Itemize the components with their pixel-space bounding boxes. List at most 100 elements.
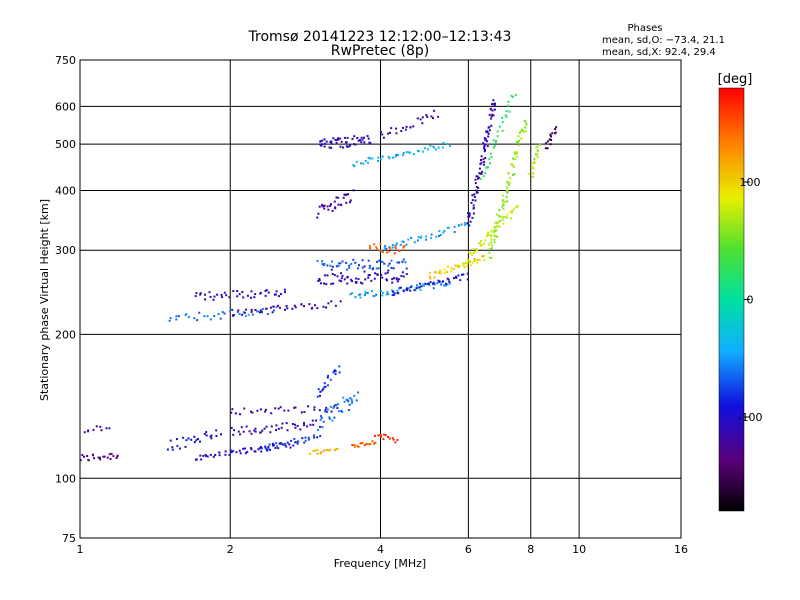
- y-tick-label: 200: [55, 328, 76, 341]
- data-point: [347, 409, 350, 412]
- data-point: [401, 271, 404, 274]
- data-point: [381, 155, 384, 158]
- data-point: [380, 130, 382, 133]
- data-point: [480, 173, 483, 175]
- data-point: [224, 450, 227, 453]
- data-point: [550, 135, 552, 138]
- data-point: [193, 317, 196, 320]
- data-point: [320, 451, 323, 453]
- data-point: [385, 247, 388, 250]
- data-point: [369, 157, 372, 160]
- data-point: [259, 292, 262, 295]
- data-point: [102, 455, 105, 458]
- colorbar-ticks: 100 0 -100: [738, 176, 763, 424]
- data-point: [355, 281, 358, 283]
- data-point: [471, 194, 474, 197]
- data-point: [264, 294, 267, 297]
- data-point: [318, 205, 321, 208]
- data-point: [484, 172, 487, 175]
- data-point: [513, 151, 516, 154]
- data-point: [332, 282, 335, 285]
- data-point: [265, 425, 268, 428]
- data-point: [285, 445, 288, 448]
- data-point: [555, 126, 558, 129]
- data-point: [490, 238, 493, 241]
- data-point: [433, 109, 436, 112]
- data-point: [473, 195, 476, 198]
- data-point: [498, 125, 501, 128]
- data-point: [549, 143, 552, 146]
- data-point: [171, 448, 174, 451]
- data-point: [196, 319, 199, 322]
- data-point: [283, 288, 286, 291]
- data-point: [493, 145, 496, 148]
- data-point: [275, 306, 278, 309]
- data-point: [475, 189, 478, 192]
- data-point: [536, 150, 539, 153]
- data-point: [391, 437, 394, 440]
- data-point: [335, 265, 338, 268]
- data-point: [413, 241, 416, 244]
- data-point: [468, 224, 471, 227]
- data-point: [330, 141, 333, 144]
- data-point: [488, 256, 491, 259]
- data-point: [392, 290, 395, 293]
- data-point: [319, 394, 321, 397]
- data-point: [327, 449, 330, 452]
- data-point: [482, 175, 485, 178]
- data-point: [447, 226, 450, 229]
- y-tick-label: 500: [55, 138, 76, 151]
- data-point: [254, 427, 257, 430]
- data-point: [427, 148, 429, 151]
- data-point: [460, 223, 463, 226]
- data-point: [416, 149, 419, 152]
- data-point: [362, 162, 365, 165]
- data-point: [518, 139, 521, 142]
- data-point: [391, 244, 394, 246]
- data-point: [453, 225, 456, 228]
- data-point: [110, 452, 113, 455]
- data-point: [395, 242, 398, 245]
- data-point: [391, 294, 394, 297]
- data-point: [251, 313, 254, 316]
- data-point: [493, 229, 496, 232]
- data-point: [402, 258, 405, 261]
- data-point: [462, 273, 465, 276]
- data-point: [213, 295, 216, 298]
- data-point: [425, 238, 428, 241]
- data-point: [511, 95, 514, 98]
- data-point: [312, 423, 315, 426]
- data-point: [524, 121, 527, 124]
- data-point: [365, 442, 368, 445]
- data-point: [439, 233, 442, 236]
- data-point: [330, 268, 333, 271]
- chart-title: Tromsø 20141223 12:12:00–12:13:43: [248, 29, 512, 45]
- data-point: [493, 238, 496, 241]
- data-point: [396, 153, 399, 156]
- data-point: [361, 282, 364, 285]
- data-point: [492, 114, 495, 117]
- data-point: [487, 166, 490, 169]
- data-point: [481, 255, 484, 258]
- data-point: [326, 410, 329, 413]
- data-point: [208, 291, 211, 294]
- data-point: [510, 211, 513, 214]
- data-point: [313, 436, 316, 439]
- data-point: [391, 281, 394, 284]
- data-point: [335, 447, 337, 450]
- data-point: [484, 149, 486, 151]
- data-point: [230, 451, 233, 454]
- data-point: [407, 151, 410, 154]
- data-point: [230, 426, 233, 429]
- data-point: [319, 425, 322, 428]
- data-point: [398, 278, 401, 281]
- data-point: [382, 433, 385, 436]
- data-point: [381, 276, 384, 279]
- data-point: [444, 284, 447, 287]
- data-point: [514, 158, 517, 161]
- data-point: [204, 454, 207, 456]
- data-point: [320, 416, 323, 419]
- data-point: [442, 231, 445, 234]
- data-point: [388, 157, 391, 160]
- data-point: [342, 146, 344, 149]
